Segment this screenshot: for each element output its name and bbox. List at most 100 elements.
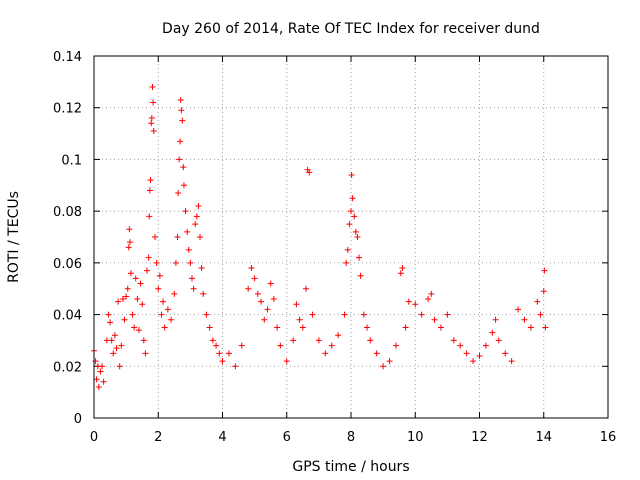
data-point <box>348 171 355 178</box>
data-point <box>206 324 213 331</box>
data-point <box>352 228 359 235</box>
data-point <box>534 298 541 305</box>
data-point <box>99 363 106 370</box>
data-point <box>213 342 220 349</box>
data-point <box>107 319 114 326</box>
data-point <box>182 208 189 215</box>
data-point <box>100 378 107 385</box>
y-axis-label: ROTI / TECUs <box>6 191 22 283</box>
data-point <box>185 246 192 253</box>
data-point <box>290 337 297 344</box>
data-point <box>502 350 509 357</box>
data-point <box>123 293 130 300</box>
x-tick-label: 12 <box>471 430 488 445</box>
data-point <box>245 285 252 292</box>
data-point <box>110 350 117 357</box>
data-point <box>386 358 393 365</box>
data-point <box>357 272 364 279</box>
data-point <box>399 265 406 272</box>
data-point <box>147 177 154 184</box>
tick-labels: 0 2 4 6 8 10 12 14 16 0 0.02 0.04 0.06 0.08 0.1 0.12 0.1… <box>53 50 616 445</box>
data-point <box>203 311 210 318</box>
data-point <box>108 337 115 344</box>
data-point <box>131 324 138 331</box>
axis-ticks <box>93 55 609 419</box>
data-point <box>267 280 274 287</box>
data-point <box>156 272 163 279</box>
data-point <box>113 345 120 352</box>
x-tick-label: 4 <box>218 430 226 445</box>
data-point <box>356 254 363 261</box>
data-point <box>216 350 223 357</box>
x-tick-label: 16 <box>600 430 617 445</box>
data-point <box>360 311 367 318</box>
data-point <box>541 267 548 274</box>
data-point <box>258 298 265 305</box>
data-point <box>495 337 502 344</box>
data-point <box>521 316 528 323</box>
data-point <box>463 350 470 357</box>
data-point <box>105 311 112 318</box>
data-point <box>299 324 306 331</box>
data-point <box>127 270 134 277</box>
data-point <box>177 96 184 103</box>
data-point <box>367 337 374 344</box>
data-point <box>146 187 153 194</box>
data-point <box>264 306 271 313</box>
data-point <box>335 332 342 339</box>
data-point <box>200 290 207 297</box>
data-point <box>176 156 183 163</box>
data-point <box>168 316 175 323</box>
data-point <box>232 363 239 370</box>
data-point <box>192 221 199 228</box>
data-point <box>537 311 544 318</box>
data-point <box>238 342 245 349</box>
data-point <box>437 324 444 331</box>
data-point <box>178 107 185 114</box>
data-point <box>248 265 255 272</box>
data-point <box>328 342 335 349</box>
data-point <box>293 301 300 308</box>
data-point <box>155 285 162 292</box>
x-tick-label: 0 <box>90 430 98 445</box>
data-point <box>515 306 522 313</box>
data-point <box>198 265 205 272</box>
grid-lines <box>94 56 608 418</box>
data-point <box>428 290 435 297</box>
data-point <box>343 259 350 266</box>
data-point <box>261 316 268 323</box>
data-point <box>180 182 187 189</box>
data-point <box>172 259 179 266</box>
data-point <box>527 324 534 331</box>
data-point <box>126 239 133 246</box>
data-point <box>351 213 358 220</box>
data-point <box>132 275 139 282</box>
plot-frame <box>93 55 609 419</box>
data-point <box>364 324 371 331</box>
data-point <box>542 324 549 331</box>
data-point <box>134 296 141 303</box>
data-point <box>124 285 131 292</box>
data-point <box>150 127 157 134</box>
x-tick-label: 6 <box>283 430 291 445</box>
x-tick-label: 8 <box>347 430 355 445</box>
data-point <box>277 342 284 349</box>
data-point <box>150 99 157 106</box>
data-point <box>158 311 165 318</box>
data-point <box>225 350 232 357</box>
data-point <box>152 234 159 240</box>
data-point <box>144 267 151 274</box>
data-point <box>444 311 451 318</box>
data-point <box>425 296 432 303</box>
data-point <box>303 285 310 292</box>
data-point <box>283 358 290 365</box>
data-point <box>125 244 132 251</box>
data-point <box>195 202 202 209</box>
data-point <box>129 311 136 318</box>
data-point <box>93 376 100 383</box>
x-tick-label: 14 <box>535 430 552 445</box>
data-point <box>405 298 412 305</box>
data-point <box>140 337 147 344</box>
data-point <box>118 342 125 349</box>
